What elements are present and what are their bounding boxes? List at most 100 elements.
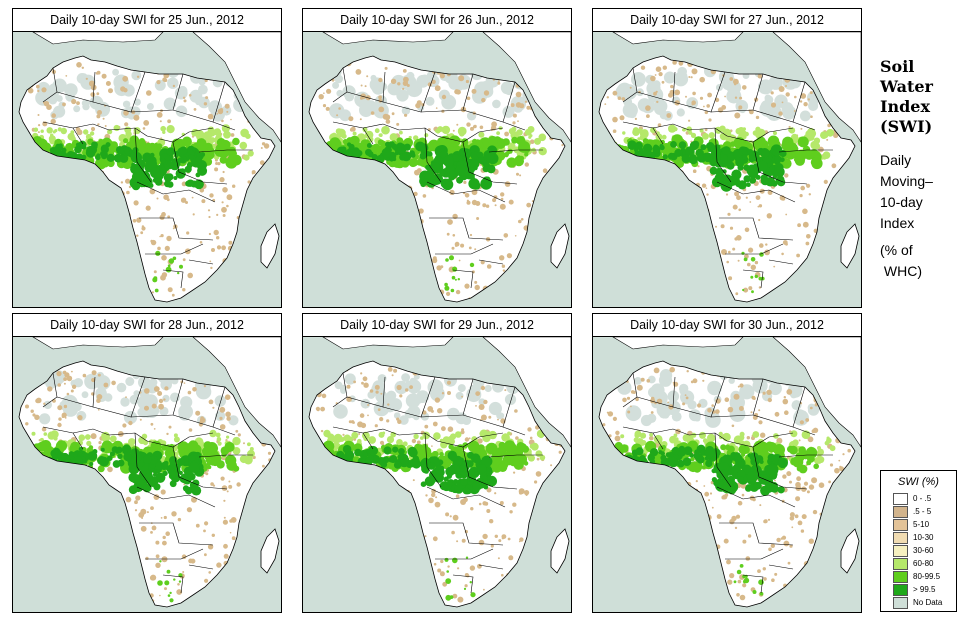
coastline: [18, 55, 276, 303]
country-border: [134, 432, 152, 488]
country-border: [436, 127, 504, 143]
coastline: [308, 360, 566, 608]
legend-label: 60-80: [913, 559, 934, 568]
legend-item: .5 - 5: [893, 505, 956, 518]
country-border: [726, 432, 794, 448]
panel-title: Daily 10-day SWI for 26 Jun., 2012: [302, 8, 572, 32]
arabia-landmass: [192, 337, 281, 448]
legend-item: 5-10: [893, 518, 956, 531]
swi-field: [602, 60, 855, 302]
africa-map-svg: [18, 337, 281, 608]
country-border: [714, 432, 732, 488]
africa-map: [12, 336, 282, 613]
legend-swatch: [893, 583, 908, 596]
country-border: [478, 564, 504, 570]
country-border: [435, 548, 494, 560]
country-border: [188, 564, 214, 570]
africa-map: [592, 31, 862, 308]
europe-landmass: [322, 32, 454, 45]
madagascar: [260, 223, 280, 269]
country-border: [172, 141, 228, 185]
country-border: [134, 127, 152, 183]
unit-line: WHC): [880, 263, 922, 279]
legend-swatch: [893, 570, 908, 583]
country-border: [139, 217, 214, 241]
legend-swatch: [893, 518, 908, 531]
africa-map: [302, 336, 572, 613]
country-border: [136, 486, 216, 508]
africa-map-svg: [308, 337, 571, 608]
legend-label: 5-10: [913, 520, 930, 529]
country-border: [462, 446, 518, 490]
country-border: [714, 127, 732, 183]
arabia-landmass: [772, 32, 861, 143]
country-border: [742, 269, 764, 289]
madagascar: [550, 528, 570, 574]
legend-label: 10-30: [913, 533, 934, 542]
country-border: [452, 574, 474, 594]
index-title-line: Index: [880, 97, 931, 116]
country-border: [716, 486, 796, 508]
country-border: [792, 121, 816, 131]
swi-field: [311, 60, 565, 302]
legend-label: 30-60: [913, 546, 934, 555]
country-border: [725, 548, 784, 560]
country-border: [362, 428, 400, 436]
country-border: [742, 574, 764, 594]
country-border: [424, 127, 442, 183]
country-border: [198, 149, 253, 153]
africa-map: [12, 31, 282, 308]
madagascar: [840, 528, 860, 574]
country-border: [719, 217, 794, 241]
legend-label: No Data: [913, 598, 943, 607]
panel-title: Daily 10-day SWI for 28 Jun., 2012: [12, 313, 282, 337]
legend-item: 60-80: [893, 557, 956, 570]
africa-map-svg: [598, 337, 861, 608]
country-border: [652, 123, 690, 131]
arabia-landmass: [482, 32, 571, 143]
legend-title: SWI (%): [898, 476, 939, 488]
legend-label: 80-99.5: [913, 572, 941, 581]
legend-swatch: [893, 544, 908, 557]
index-title-line: (SWI): [880, 117, 933, 136]
country-border: [146, 432, 214, 448]
madagascar: [550, 223, 570, 269]
description-line: Moving–: [880, 173, 933, 189]
madagascar: [260, 528, 280, 574]
legend-swatch: [893, 492, 908, 505]
europe-landmass: [612, 32, 744, 45]
index-title-line: Soil: [880, 57, 915, 76]
legend-swatch: [893, 596, 908, 609]
coastline: [598, 360, 856, 608]
country-border: [429, 217, 504, 241]
index-title: Soil Water Index (SWI): [880, 57, 933, 137]
legend-label: .5 - 5: [913, 507, 932, 516]
africa-map: [592, 336, 862, 613]
legend-item: > 99.5: [893, 583, 956, 596]
panel-title: Daily 10-day SWI for 27 Jun., 2012: [592, 8, 862, 32]
country-border: [502, 426, 526, 436]
country-border: [172, 446, 228, 490]
country-border: [719, 522, 794, 546]
country-border: [424, 432, 442, 488]
country-border: [212, 426, 236, 436]
country-border: [478, 259, 504, 265]
country-border: [426, 486, 506, 508]
legend-swatch: [893, 557, 908, 570]
country-border: [198, 454, 253, 458]
arabia-landmass: [772, 337, 861, 448]
legend-swatch: [893, 531, 908, 544]
legend-item: 10-30: [893, 531, 956, 544]
coastline: [308, 55, 566, 303]
panel-title: Daily 10-day SWI for 30 Jun., 2012: [592, 313, 862, 337]
africa-map-svg: [308, 32, 571, 303]
country-border: [452, 269, 474, 289]
legend-swatch: [893, 505, 908, 518]
africa-map-svg: [18, 32, 281, 303]
africa-map-svg: [598, 32, 861, 303]
europe-landmass: [612, 337, 744, 350]
legend-label: > 99.5: [913, 585, 936, 594]
country-border: [502, 121, 526, 131]
swi-field: [600, 365, 853, 607]
country-border: [488, 454, 543, 458]
